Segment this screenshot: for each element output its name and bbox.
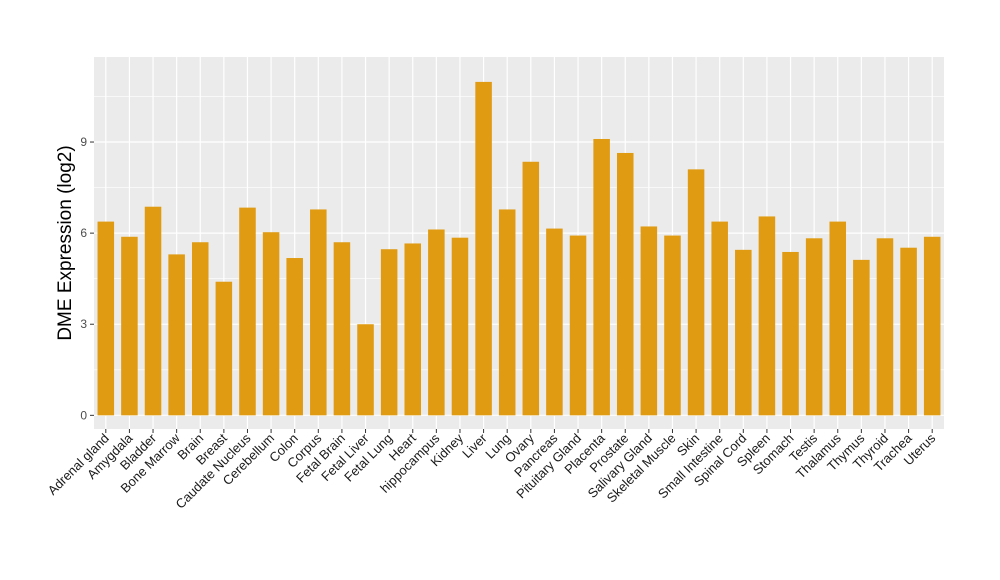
bar <box>640 226 658 416</box>
bar <box>711 221 728 416</box>
bar <box>333 242 351 416</box>
bar <box>829 221 847 416</box>
bar <box>168 254 185 416</box>
bar <box>286 258 303 416</box>
y-tick-label: 3 <box>80 317 87 331</box>
y-axis-title: DME Expression (log2) <box>55 145 76 340</box>
bar <box>522 161 540 416</box>
bar <box>687 169 705 416</box>
bar <box>475 81 492 416</box>
bar <box>593 138 610 416</box>
bar <box>664 235 681 416</box>
bar <box>144 206 162 416</box>
plot-panel <box>94 57 944 429</box>
bar <box>404 243 422 416</box>
bar <box>735 249 752 416</box>
bar <box>380 249 398 416</box>
bar <box>569 235 587 416</box>
bar <box>923 236 941 416</box>
bar <box>616 152 634 416</box>
y-tick-label: 9 <box>80 135 87 149</box>
bar <box>215 281 233 416</box>
bar <box>900 247 917 416</box>
bar <box>357 324 374 416</box>
bar <box>758 216 776 416</box>
bar <box>239 207 256 416</box>
bars <box>97 81 941 416</box>
y-axis: 0 3 6 9 <box>80 135 94 422</box>
bar <box>546 228 563 416</box>
bar <box>782 251 799 416</box>
bar <box>498 209 516 416</box>
x-tick-label: Liver <box>459 430 490 461</box>
bar <box>805 238 823 416</box>
bar <box>428 229 445 416</box>
bar <box>191 242 209 416</box>
y-tick-label: 0 <box>80 408 87 422</box>
bar <box>262 232 280 416</box>
bar <box>121 236 138 416</box>
bar <box>876 238 894 416</box>
bar <box>451 237 469 416</box>
bar <box>97 221 115 416</box>
y-tick-label: 6 <box>80 226 87 240</box>
bar <box>310 209 327 416</box>
bar <box>853 259 870 416</box>
